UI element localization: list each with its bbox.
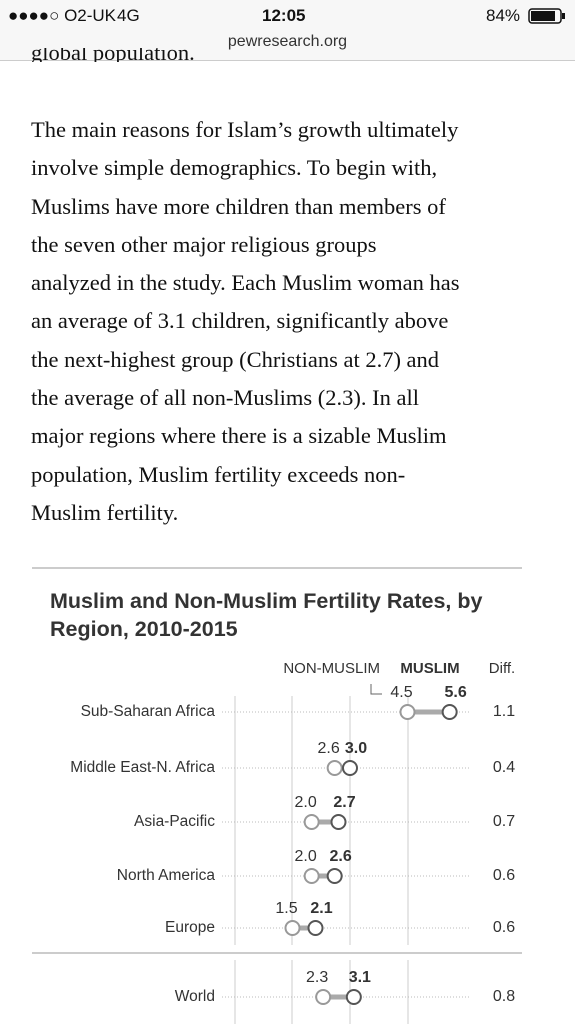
text-line: involve simple demographics. To begin wi… [31,155,438,181]
diff-value: 0.7 [493,813,515,830]
diff-value: 0.4 [493,759,515,776]
network: 4G [117,6,140,25]
value-label: 4.5 [390,684,412,701]
category-label: Middle East-N. Africa [70,759,215,776]
dot [441,704,458,720]
value-label: 2.6 [318,740,340,757]
carrier: ●●●●○ O2-UK [8,6,117,25]
dot [326,868,343,884]
text-line: analyzed in the study. Each Muslim woman… [31,270,460,296]
dot [303,868,320,884]
battery-level: 84% [486,6,521,25]
diff-value: 0.8 [493,988,515,1005]
text-line: Muslim fertility. [31,499,179,525]
category-label: Asia-Pacific [134,813,215,830]
value-label: 2.7 [333,794,355,811]
dot [330,814,347,830]
text-line: an average of 3.1 children, significantl… [31,308,449,334]
dot [315,989,332,1005]
text-line: Muslims have more children than members … [31,193,446,219]
text-line: the seven other major religious groups [31,231,377,257]
category-label: North America [117,867,216,884]
dot [342,760,358,776]
dot [399,704,416,720]
category-label: Europe [165,919,215,936]
diff-value: 0.6 [493,919,515,936]
diff-value: 0.6 [493,867,515,884]
value-label: 3.1 [349,969,371,986]
grid [234,696,409,1024]
category-label: Sub-Saharan Africa [81,703,216,720]
dot [307,920,324,936]
battery-icon [528,8,565,24]
status-bar: ●●●●○ O2-UK 4G 12:05 84% pewresearch.org [0,0,575,61]
text-line: The main reasons for Islam’s growth ulti… [31,117,459,142]
value-label: 2.6 [330,848,352,865]
chart: NON-MUSLIM MUSLIM Diff. Sub-Saharan Africa 1… [32,567,522,1024]
dot [345,989,362,1005]
dot [303,814,320,830]
diff-header: Diff. [489,660,515,677]
cut-line: global population. [31,48,195,62]
value-label: 2.3 [306,969,328,986]
value-label: 3.0 [345,740,367,757]
text-line: major regions where there is a sizable M… [31,423,447,449]
dot [284,920,301,936]
value-label: 2.0 [295,794,317,811]
time: 12:05 [262,6,306,25]
legend-label: NON-MUSLIM [283,660,380,677]
paragraph: The main reasons for Islam’s growth ulti… [31,111,571,532]
text-line: population, Muslim fertility exceeds non… [31,461,406,487]
text-line: the average of all non-Muslims (2.3). In… [31,385,420,411]
value-label: 2.0 [295,848,317,865]
value-label: 5.6 [445,684,467,701]
label-bracket [370,684,382,695]
legend-label: MUSLIM [400,660,459,677]
dot [326,760,343,776]
category-label: World [175,988,215,1005]
value-label: 2.1 [310,900,332,917]
chart-title: Muslim and Non-Muslim Fertility Rates, b… [50,589,483,641]
url[interactable]: pewresearch.org [227,33,348,50]
text-line: the next-highest group (Christians at 2.… [31,346,440,372]
diff-value: 1.1 [493,703,515,720]
value-label: 1.5 [275,900,297,917]
